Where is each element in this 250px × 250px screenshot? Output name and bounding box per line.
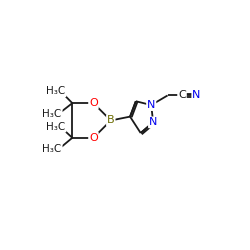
Text: O: O <box>89 133 98 143</box>
Text: C: C <box>178 90 186 101</box>
Text: N: N <box>149 118 157 128</box>
Text: O: O <box>89 98 98 108</box>
Text: H₃C: H₃C <box>46 86 66 96</box>
Text: B: B <box>107 116 114 126</box>
Text: N: N <box>147 100 156 110</box>
Text: H₃C: H₃C <box>42 109 62 119</box>
Text: H₃C: H₃C <box>46 122 66 132</box>
Text: N: N <box>192 90 201 101</box>
Text: H₃C: H₃C <box>42 144 62 154</box>
